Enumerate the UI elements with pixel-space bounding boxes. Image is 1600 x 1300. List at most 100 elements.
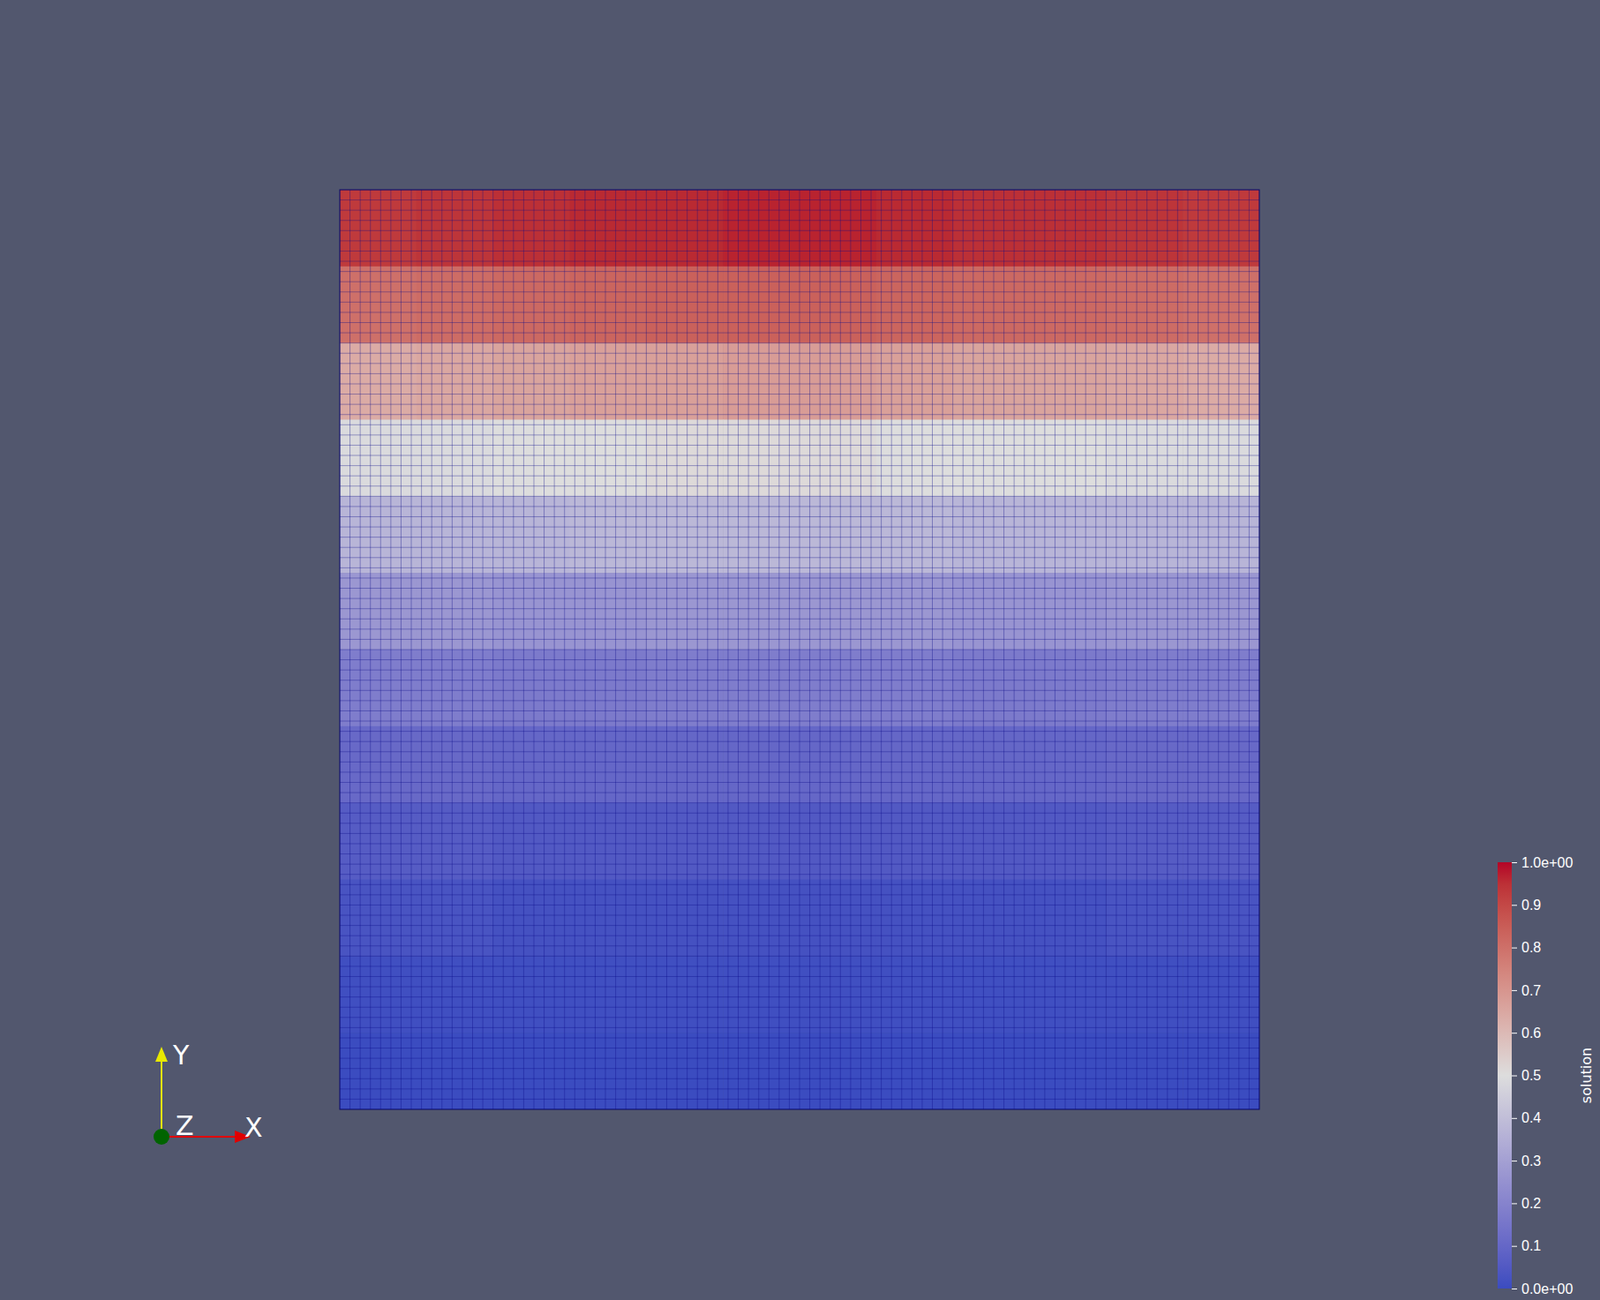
mesh-line: [1177, 189, 1179, 1110]
cell: [953, 803, 1030, 880]
mesh-line: [339, 1036, 1260, 1038]
tick-mark: [1511, 1246, 1518, 1247]
mesh-line: [1115, 189, 1117, 1110]
cell: [876, 266, 954, 344]
cell: [876, 495, 954, 573]
cell: [799, 266, 877, 344]
mesh-line: [339, 812, 1260, 814]
mesh-line: [339, 884, 1260, 886]
mesh-line: [952, 189, 954, 1110]
triad-z-head: [153, 1128, 170, 1145]
tick-label: 1.0e+00: [1521, 855, 1573, 871]
cell: [339, 420, 417, 497]
mesh-line: [339, 822, 1260, 824]
cell: [1029, 726, 1107, 804]
cell: [339, 495, 417, 573]
cell: [646, 649, 723, 727]
mesh-line: [339, 863, 1260, 865]
cell: [570, 572, 647, 650]
mesh-line: [992, 189, 994, 1110]
cell: [1105, 649, 1183, 727]
cell: [570, 726, 647, 804]
mesh-line: [1136, 189, 1138, 1110]
cell: [722, 495, 800, 573]
triad-y-shaft: [160, 1059, 163, 1137]
cell: [799, 955, 877, 1033]
mesh-line: [1146, 189, 1148, 1110]
mesh-line: [880, 189, 882, 1110]
cell: [570, 266, 647, 344]
tick-label: 0.3: [1521, 1153, 1541, 1169]
tick-mark: [1511, 947, 1518, 949]
cell: [876, 803, 954, 880]
mesh-line: [339, 893, 1260, 895]
cell: [493, 1032, 571, 1110]
triad-label: X: [244, 1111, 263, 1143]
cell: [416, 955, 494, 1033]
cell: [1182, 803, 1260, 880]
mesh-line: [1208, 189, 1210, 1110]
colorbar-tick: 1.0e+00: [1511, 855, 1573, 871]
mesh-line: [972, 189, 974, 1110]
cell: [646, 495, 723, 573]
cell: [953, 420, 1030, 497]
cell: [416, 726, 494, 804]
tick-mark: [1511, 1075, 1518, 1077]
mesh-line: [339, 1006, 1260, 1008]
canvas: 0.0e+000.10.20.30.40.50.60.70.80.91.0e+0…: [0, 0, 1600, 1300]
triad-label: Z: [175, 1110, 195, 1142]
cell: [339, 955, 417, 1033]
cell: [1029, 572, 1107, 650]
mesh-line: [339, 710, 1260, 712]
cell: [646, 726, 723, 804]
triad-label: Y: [172, 1039, 190, 1071]
cell: [1182, 189, 1260, 267]
cell: [339, 189, 417, 267]
cell: [493, 189, 571, 267]
cell: [1105, 189, 1183, 267]
cell: [799, 649, 877, 727]
cell: [1182, 1032, 1260, 1110]
cell: [1105, 1032, 1183, 1110]
mesh-line: [339, 1027, 1260, 1029]
mesh-line: [891, 189, 893, 1110]
mesh-line: [339, 741, 1260, 743]
tick-label: 0.7: [1521, 983, 1541, 999]
tick-label: 0.1: [1521, 1238, 1541, 1254]
cell: [646, 572, 723, 650]
cell: [339, 266, 417, 344]
cell: [953, 343, 1030, 421]
cell: [1182, 266, 1260, 344]
mesh-line: [1186, 189, 1188, 1110]
mesh-line: [849, 189, 851, 1110]
mesh-line: [339, 915, 1260, 917]
mesh-line: [339, 833, 1260, 834]
mesh-line: [339, 1067, 1260, 1069]
plot-frame: [339, 189, 1260, 1110]
mesh-line: [1248, 189, 1250, 1110]
cell: [339, 343, 417, 421]
colorbar-tick: 0.6: [1511, 1025, 1541, 1041]
mesh-line: [339, 842, 1260, 844]
mesh-line: [1126, 189, 1127, 1110]
cell: [953, 189, 1030, 267]
mesh-line: [339, 781, 1260, 783]
cell: [799, 420, 877, 497]
mesh-line: [860, 189, 862, 1110]
cell: [1105, 266, 1183, 344]
mesh-line: [339, 699, 1260, 701]
colorbar-axis: 0.0e+000.10.20.30.40.50.60.70.80.91.0e+0…: [1511, 855, 1573, 1297]
tick-label: 0.5: [1521, 1067, 1541, 1083]
tick-label: 0.9: [1521, 897, 1541, 913]
mesh-line: [1095, 189, 1097, 1110]
cell: [646, 189, 723, 267]
cell: [646, 266, 723, 344]
cell: [1182, 879, 1260, 957]
mesh-line: [931, 189, 933, 1110]
triad-x-shaft: [161, 1135, 239, 1138]
cell: [876, 1032, 954, 1110]
cell: [1029, 189, 1107, 267]
cell: [416, 803, 494, 880]
cell: [1029, 955, 1107, 1033]
cell: [493, 879, 571, 957]
